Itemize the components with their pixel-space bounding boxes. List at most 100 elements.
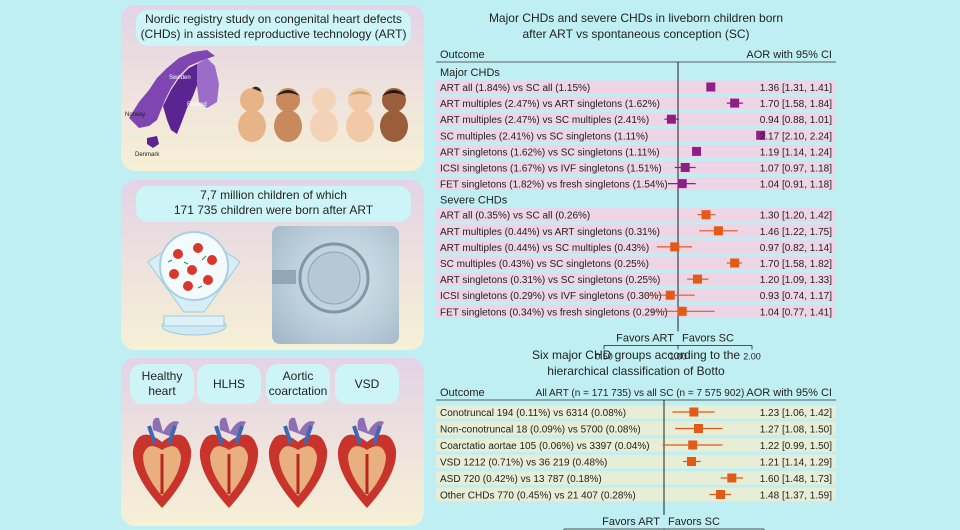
heart-label-text: VSD: [354, 376, 380, 391]
finland-shape: [197, 58, 219, 108]
point-estimate: [713, 226, 723, 236]
point-estimate: [756, 130, 766, 140]
row-band: [436, 144, 836, 158]
outcome-label: ASD 720 (0.42%) vs 13 787 (0.18%): [440, 474, 602, 485]
row-band: [436, 80, 836, 94]
row-band: [436, 177, 836, 191]
cohort-title-line-1: 7,7 million children of which: [200, 188, 347, 202]
outcome-label: SC multiples (2.41%) vs SC singletons (1…: [440, 131, 648, 142]
baby-1: [238, 86, 266, 142]
sweden-shape: [163, 64, 199, 134]
heart-illustration-1: [132, 417, 192, 508]
outcome-label: ART multiples (0.44%) vs ART singletons …: [440, 227, 660, 238]
row-band: [436, 405, 836, 419]
aor-value: 1.30 [1.20, 1.42]: [760, 211, 833, 222]
baby-2: [274, 88, 302, 142]
favors-left-label: Favors ART: [602, 516, 660, 528]
heart-label-box-2: HLHS: [197, 364, 261, 404]
point-estimate: [716, 490, 726, 499]
aor-value: 1.70 [1.58, 1.82]: [760, 259, 833, 270]
holding-pipette: [272, 270, 296, 284]
outcome-label: FET singletons (0.34%) vs fresh singleto…: [440, 307, 668, 318]
row-band: [436, 304, 836, 318]
heart-label-text: HLHS: [212, 376, 245, 391]
outcome-label: VSD 1212 (0.71%) vs 36 219 (0.48%): [440, 458, 607, 469]
icsi-microscope-image: [272, 226, 399, 344]
point-estimate: [689, 407, 699, 417]
col-header-outcome: Outcome: [440, 49, 485, 61]
babies-illustration: [238, 86, 408, 142]
nordic-map: Sweden Finland Norway Denmark: [125, 50, 219, 158]
baby-4: [346, 88, 374, 142]
heart-label-text: coarctation: [268, 384, 328, 398]
point-estimate: [677, 306, 687, 316]
aor-value: 0.97 [0.82, 1.14]: [760, 243, 833, 254]
heart-label-box-1: Healthy heart: [130, 364, 194, 404]
row-band: [436, 487, 836, 502]
outcome-label: Coarctatio aortae 105 (0.06%) vs 3397 (0…: [440, 441, 650, 452]
row-band: [436, 208, 836, 222]
col-header-aor: AOR with 95% CI: [746, 387, 832, 399]
chart2-title-line-1: Six major CHD groups according to the: [531, 348, 741, 362]
outcome-label: ART all (1.84%) vs SC all (1.15%): [440, 83, 590, 94]
point-estimate: [727, 473, 737, 483]
outcome-label: ART singletons (0.31%) vs SC singletons …: [440, 275, 660, 286]
outcome-label: ART multiples (0.44%) vs SC multiples (0…: [440, 243, 649, 254]
map-label-norway: Norway: [125, 112, 145, 118]
outcome-label: Conotruncal 194 (0.11%) vs 6314 (0.08%): [440, 408, 626, 419]
study-title-line-1: Nordic registry study on congenital hear…: [145, 12, 402, 26]
x-tick-label: 0.50: [595, 351, 613, 361]
aor-value: 1.60 [1.48, 1.73]: [760, 474, 833, 485]
heart-label-text: heart: [148, 384, 176, 398]
point-estimate: [692, 146, 702, 156]
heart-illustration-4: [337, 417, 397, 508]
baby-5: [380, 88, 408, 142]
group-heading: Severe CHDs: [440, 195, 508, 207]
favors-left-label: Favors ART: [616, 332, 674, 344]
outcome-label: SC multiples (0.43%) vs SC singletons (0…: [440, 259, 649, 270]
row-band: [436, 224, 836, 238]
point-estimate: [666, 114, 676, 124]
cohort-title-line-2: 171 735 children were born after ART: [173, 203, 374, 217]
outcome-label: FET singletons (1.82%) vs fresh singleto…: [440, 180, 668, 191]
aor-value: 1.20 [1.09, 1.33]: [760, 275, 833, 286]
aor-value: 1.21 [1.14, 1.29]: [760, 458, 833, 469]
row-band: [436, 160, 836, 175]
heart-illustration-2: [199, 417, 259, 508]
point-estimate: [693, 424, 703, 433]
row-band: [436, 128, 836, 142]
cohort-title-box: 7,7 million children of which 171 735 ch…: [136, 186, 411, 222]
group-heading: Major CHDs: [440, 67, 500, 79]
outcome-label: ART multiples (2.47%) vs SC multiples (2…: [440, 115, 649, 126]
point-estimate: [701, 210, 711, 220]
map-label-denmark: Denmark: [135, 152, 160, 158]
map-label-finland: Finland: [187, 102, 207, 108]
map-label-sweden: Sweden: [169, 75, 191, 81]
row-band: [436, 438, 836, 452]
outcome-label: Non-conotruncal 18 (0.09%) vs 5700 (0.08…: [440, 425, 641, 436]
aor-value: 1.36 [1.31, 1.41]: [760, 83, 833, 94]
sperm: [167, 255, 207, 289]
point-estimate: [677, 179, 687, 189]
heart-label-text: Aortic: [282, 369, 314, 383]
chart1-title-line-1: Major CHDs and severe CHDs in liveborn c…: [488, 11, 784, 25]
study-title-box: Nordic registry study on congenital hear…: [136, 10, 411, 46]
aor-value: 1.46 [1.22, 1.75]: [760, 227, 833, 238]
aor-value: 1.19 [1.14, 1.24]: [760, 147, 833, 158]
x-tick-label: 2.00: [743, 351, 761, 361]
aor-value: 1.70 [1.58, 1.84]: [760, 99, 833, 110]
point-estimate: [670, 242, 680, 252]
aor-value: 1.07 [0.97, 1.18]: [760, 164, 833, 175]
aor-value: 1.27 [1.08, 1.50]: [760, 425, 833, 436]
col-header-aor: AOR with 95% CI: [746, 49, 832, 61]
heart-label-text: Healthy: [141, 369, 183, 383]
row-band: [436, 112, 836, 126]
aor-value: 0.94 [0.88, 1.01]: [760, 115, 833, 126]
outcome-label: ICSI singletons (1.67%) vs IVF singleton…: [440, 164, 662, 175]
outcome-label: ART multiples (2.47%) vs ART singletons …: [440, 99, 660, 110]
baby-3: [310, 88, 338, 142]
dish-stand: [163, 315, 225, 327]
cells: [169, 243, 217, 291]
chart1-title-line-2: after ART vs spontaneous conception (SC): [522, 27, 750, 41]
